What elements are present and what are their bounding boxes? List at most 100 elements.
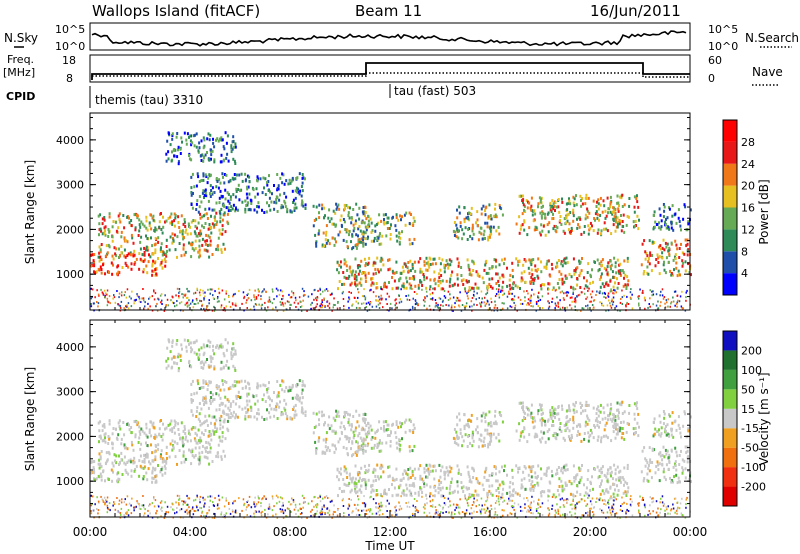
velocity-cell xyxy=(423,470,426,474)
power-cell xyxy=(567,291,570,294)
power-cell xyxy=(211,208,214,212)
velocity-cell xyxy=(481,483,484,487)
power-cell xyxy=(90,303,92,305)
power-cell xyxy=(653,225,656,229)
power-cell xyxy=(429,293,432,296)
velocity-cell xyxy=(301,380,304,383)
power-cell xyxy=(604,216,607,220)
velocity-cell xyxy=(200,366,203,369)
power-cell xyxy=(479,303,482,306)
power-cell xyxy=(495,293,498,295)
power-cell xyxy=(586,285,589,289)
power-cell xyxy=(541,295,544,298)
power-cell xyxy=(175,135,178,139)
power-cell xyxy=(571,300,573,303)
power-cell xyxy=(148,253,150,257)
velocity-cell xyxy=(376,463,379,467)
velocity-cell xyxy=(529,487,532,491)
power-cell xyxy=(495,215,498,219)
velocity-cell xyxy=(484,470,487,474)
power-cell xyxy=(394,224,397,228)
power-cell xyxy=(438,256,441,260)
power-cell xyxy=(537,292,540,294)
velocity-cell xyxy=(355,450,358,454)
power-cell xyxy=(143,299,145,302)
velocity-cell xyxy=(437,486,440,490)
power-cell xyxy=(198,244,201,248)
power-cell xyxy=(208,243,211,247)
power-cell xyxy=(603,204,606,208)
power-cell xyxy=(442,299,444,302)
velocity-cell xyxy=(139,447,142,451)
power-cell xyxy=(321,243,324,247)
power-cell xyxy=(633,210,636,214)
velocity-cell xyxy=(578,423,581,427)
power-cell xyxy=(606,304,609,307)
power-cell xyxy=(268,296,271,299)
velocity-cell xyxy=(273,407,276,411)
power-cell xyxy=(325,241,328,245)
power-cell xyxy=(463,217,466,221)
power-cell xyxy=(366,309,369,312)
velocity-cell xyxy=(572,421,575,425)
power-cell xyxy=(111,254,114,258)
power-cell xyxy=(184,294,186,297)
velocity-cell xyxy=(528,408,531,412)
power-cell xyxy=(120,230,123,234)
velocity-cell xyxy=(197,457,200,461)
power-cell xyxy=(336,205,339,209)
power-cell xyxy=(260,295,262,298)
velocity-cell xyxy=(111,461,114,465)
power-cell xyxy=(286,210,289,214)
power-cell xyxy=(276,173,279,176)
velocity-cell xyxy=(191,348,194,352)
velocity-cell xyxy=(190,410,193,413)
power-cell xyxy=(382,213,385,217)
velocity-cell xyxy=(132,461,135,465)
power-cell xyxy=(235,190,238,193)
power-cell xyxy=(352,229,355,233)
power-cell xyxy=(313,219,316,222)
power-cell xyxy=(572,257,575,261)
velocity-cell xyxy=(99,420,102,424)
power-cell xyxy=(443,266,446,270)
power-cell xyxy=(171,150,173,154)
velocity-cell xyxy=(174,423,177,427)
power-cell xyxy=(177,160,180,164)
velocity-cell xyxy=(367,430,370,434)
power-cell xyxy=(291,189,294,193)
power-cell xyxy=(225,292,227,295)
power-cell xyxy=(487,238,490,242)
power-cell xyxy=(159,263,162,267)
velocity-cell xyxy=(165,461,168,465)
power-cell xyxy=(360,237,363,241)
power-cell xyxy=(381,288,383,291)
velocity-cell xyxy=(551,411,554,415)
power-cell xyxy=(124,261,127,265)
velocity-cell xyxy=(402,476,405,480)
velocity-cell xyxy=(433,494,436,498)
velocity-cell xyxy=(495,489,498,492)
power-cell xyxy=(591,224,593,228)
velocity-cell xyxy=(355,485,358,489)
power-cell xyxy=(405,264,408,268)
power-cell xyxy=(398,301,401,304)
power-cell xyxy=(581,257,583,260)
velocity-cell xyxy=(160,449,163,453)
velocity-cell xyxy=(561,407,564,411)
power-cell xyxy=(558,270,561,274)
power-cell xyxy=(294,196,297,200)
power-cell xyxy=(355,300,357,303)
velocity-cell xyxy=(342,478,345,481)
power-cell xyxy=(679,224,682,228)
velocity-cell xyxy=(206,451,209,454)
power-cell xyxy=(673,290,676,293)
velocity-cell xyxy=(588,435,591,439)
power-cell xyxy=(519,298,522,301)
velocity-cell xyxy=(599,403,602,407)
velocity-cell xyxy=(398,447,401,451)
velocity-cell xyxy=(530,482,533,486)
velocity-cell xyxy=(475,477,478,481)
power-cell xyxy=(445,259,448,263)
velocity-cell xyxy=(202,385,205,389)
